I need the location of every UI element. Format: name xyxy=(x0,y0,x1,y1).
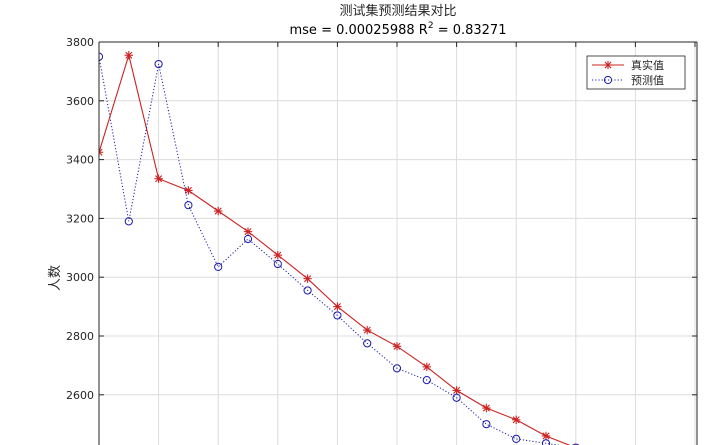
y-tick-label: 3200 xyxy=(66,212,94,225)
data-point-circle xyxy=(392,364,402,373)
data-point-circle xyxy=(482,420,491,429)
data-point-star xyxy=(243,227,253,236)
data-point-circle xyxy=(541,439,551,445)
y-tick-label: 3400 xyxy=(66,154,94,167)
data-point-star xyxy=(273,250,282,260)
data-point-circle xyxy=(124,217,133,226)
data-point-star xyxy=(482,403,491,413)
series-line xyxy=(99,56,561,445)
grid-lines xyxy=(99,42,697,445)
legend-label: 预测值 xyxy=(631,74,664,87)
data-point-circle xyxy=(214,262,223,272)
data-point-circle xyxy=(184,201,193,210)
data-point-circle xyxy=(243,234,253,244)
legend-label: 真实值 xyxy=(631,58,664,72)
legend-box xyxy=(586,55,686,90)
y-tick-label: 2600 xyxy=(66,389,94,402)
data-point-star xyxy=(363,325,372,335)
data-point-circle xyxy=(603,75,613,85)
data-point-star xyxy=(392,342,402,351)
data-point-star xyxy=(154,174,163,183)
y-tick-label: 3800 xyxy=(66,36,94,49)
subtitle-suffix: = 0.83271 xyxy=(434,23,507,38)
data-point-star xyxy=(452,386,461,395)
data-point-circle xyxy=(333,311,342,320)
subtitle-prefix: mse = 0.00025988 R xyxy=(290,23,428,38)
data-point-star xyxy=(603,60,613,70)
data-point-circle xyxy=(422,376,431,385)
data-point-star xyxy=(124,51,133,60)
data-point-circle xyxy=(572,443,579,445)
data-point-circle xyxy=(363,339,372,348)
chart-subtitle: mse = 0.00025988 R2 = 0.83271 xyxy=(290,21,507,38)
data-point-star xyxy=(422,362,431,372)
data-point-star xyxy=(303,274,312,283)
data-point-star xyxy=(184,186,193,195)
subtitle-superscript: 2 xyxy=(428,21,434,31)
data-point-circle xyxy=(273,259,282,269)
series-actual xyxy=(99,51,580,445)
data-point-circle xyxy=(154,59,163,69)
data-point-star xyxy=(333,302,342,311)
data-point-star xyxy=(541,431,551,441)
y-tick-labels: 2600 2800 3000 3200 3400 3600 3800 xyxy=(66,36,94,402)
chart-title: 测试集预测结果对比 xyxy=(339,3,456,19)
data-point-star xyxy=(99,148,104,157)
y-axis-label: 人数 xyxy=(48,265,63,291)
series-predicted xyxy=(99,52,579,445)
y-tick-label: 2800 xyxy=(66,330,94,343)
plot-area: 2600 2800 3000 3200 3400 3600 3800 xyxy=(66,36,698,445)
data-point-circle xyxy=(303,286,312,295)
series-layer xyxy=(99,51,580,445)
axes xyxy=(98,41,698,445)
y-tick-label: 3000 xyxy=(66,271,94,284)
data-point-circle xyxy=(512,434,521,443)
plot-background xyxy=(99,42,697,445)
y-tick-label: 3600 xyxy=(66,95,94,108)
data-point-circle xyxy=(452,393,461,402)
chart-title-group: 测试集预测结果对比 mse = 0.00025988 R2 = 0.83271 xyxy=(290,3,507,38)
data-point-star xyxy=(512,415,521,424)
data-point-star xyxy=(214,206,223,216)
